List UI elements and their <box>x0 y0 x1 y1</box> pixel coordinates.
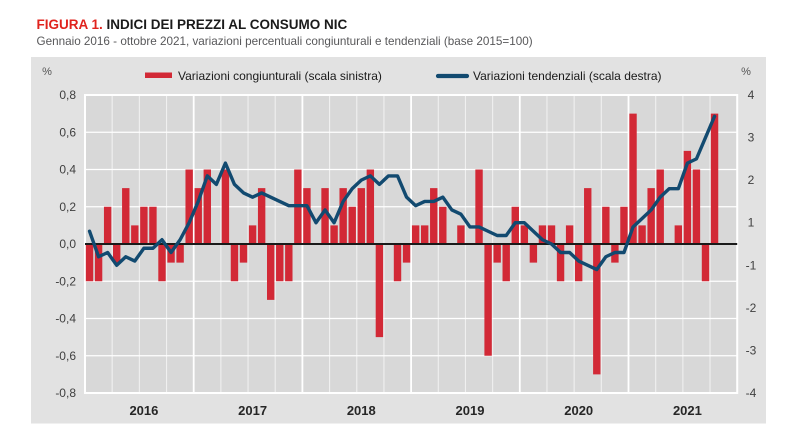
svg-text:2019: 2019 <box>456 403 485 418</box>
svg-text:FIGURA 1. INDICI DEI PREZZI AL: FIGURA 1. INDICI DEI PREZZI AL CONSUMO N… <box>37 17 348 32</box>
svg-text:0,0: 0,0 <box>59 237 76 251</box>
svg-text:%: % <box>741 66 751 78</box>
svg-text:-0,6: -0,6 <box>55 349 76 363</box>
svg-text:-3: -3 <box>746 343 757 357</box>
svg-text:2017: 2017 <box>238 403 267 418</box>
svg-text:2018: 2018 <box>347 403 376 418</box>
svg-text:Variazioni tendenziali (scala: Variazioni tendenziali (scala destra) <box>473 69 662 83</box>
svg-text:-1: -1 <box>746 258 757 272</box>
svg-text:2: 2 <box>748 173 755 187</box>
svg-text:-0,8: -0,8 <box>55 386 76 400</box>
svg-text:%: % <box>42 66 52 78</box>
svg-text:2020: 2020 <box>564 403 593 418</box>
svg-text:0,6: 0,6 <box>59 125 76 139</box>
svg-text:-0,4: -0,4 <box>55 312 76 326</box>
svg-text:0,8: 0,8 <box>59 88 76 102</box>
svg-text:2016: 2016 <box>129 403 158 418</box>
svg-text:Variazioni congiunturali (scal: Variazioni congiunturali (scala sinistra… <box>178 69 382 83</box>
svg-text:1: 1 <box>748 216 755 230</box>
svg-text:2021: 2021 <box>673 403 702 418</box>
svg-text:3: 3 <box>748 131 755 145</box>
svg-text:4: 4 <box>748 88 755 102</box>
svg-text:0,2: 0,2 <box>59 200 76 214</box>
svg-text:Gennaio 2016 - ottobre 2021, v: Gennaio 2016 - ottobre 2021, variazioni … <box>37 35 533 48</box>
svg-text:-2: -2 <box>746 301 757 315</box>
svg-text:-4: -4 <box>746 386 757 400</box>
svg-text:0,4: 0,4 <box>59 163 76 177</box>
svg-text:-0,2: -0,2 <box>55 274 76 288</box>
